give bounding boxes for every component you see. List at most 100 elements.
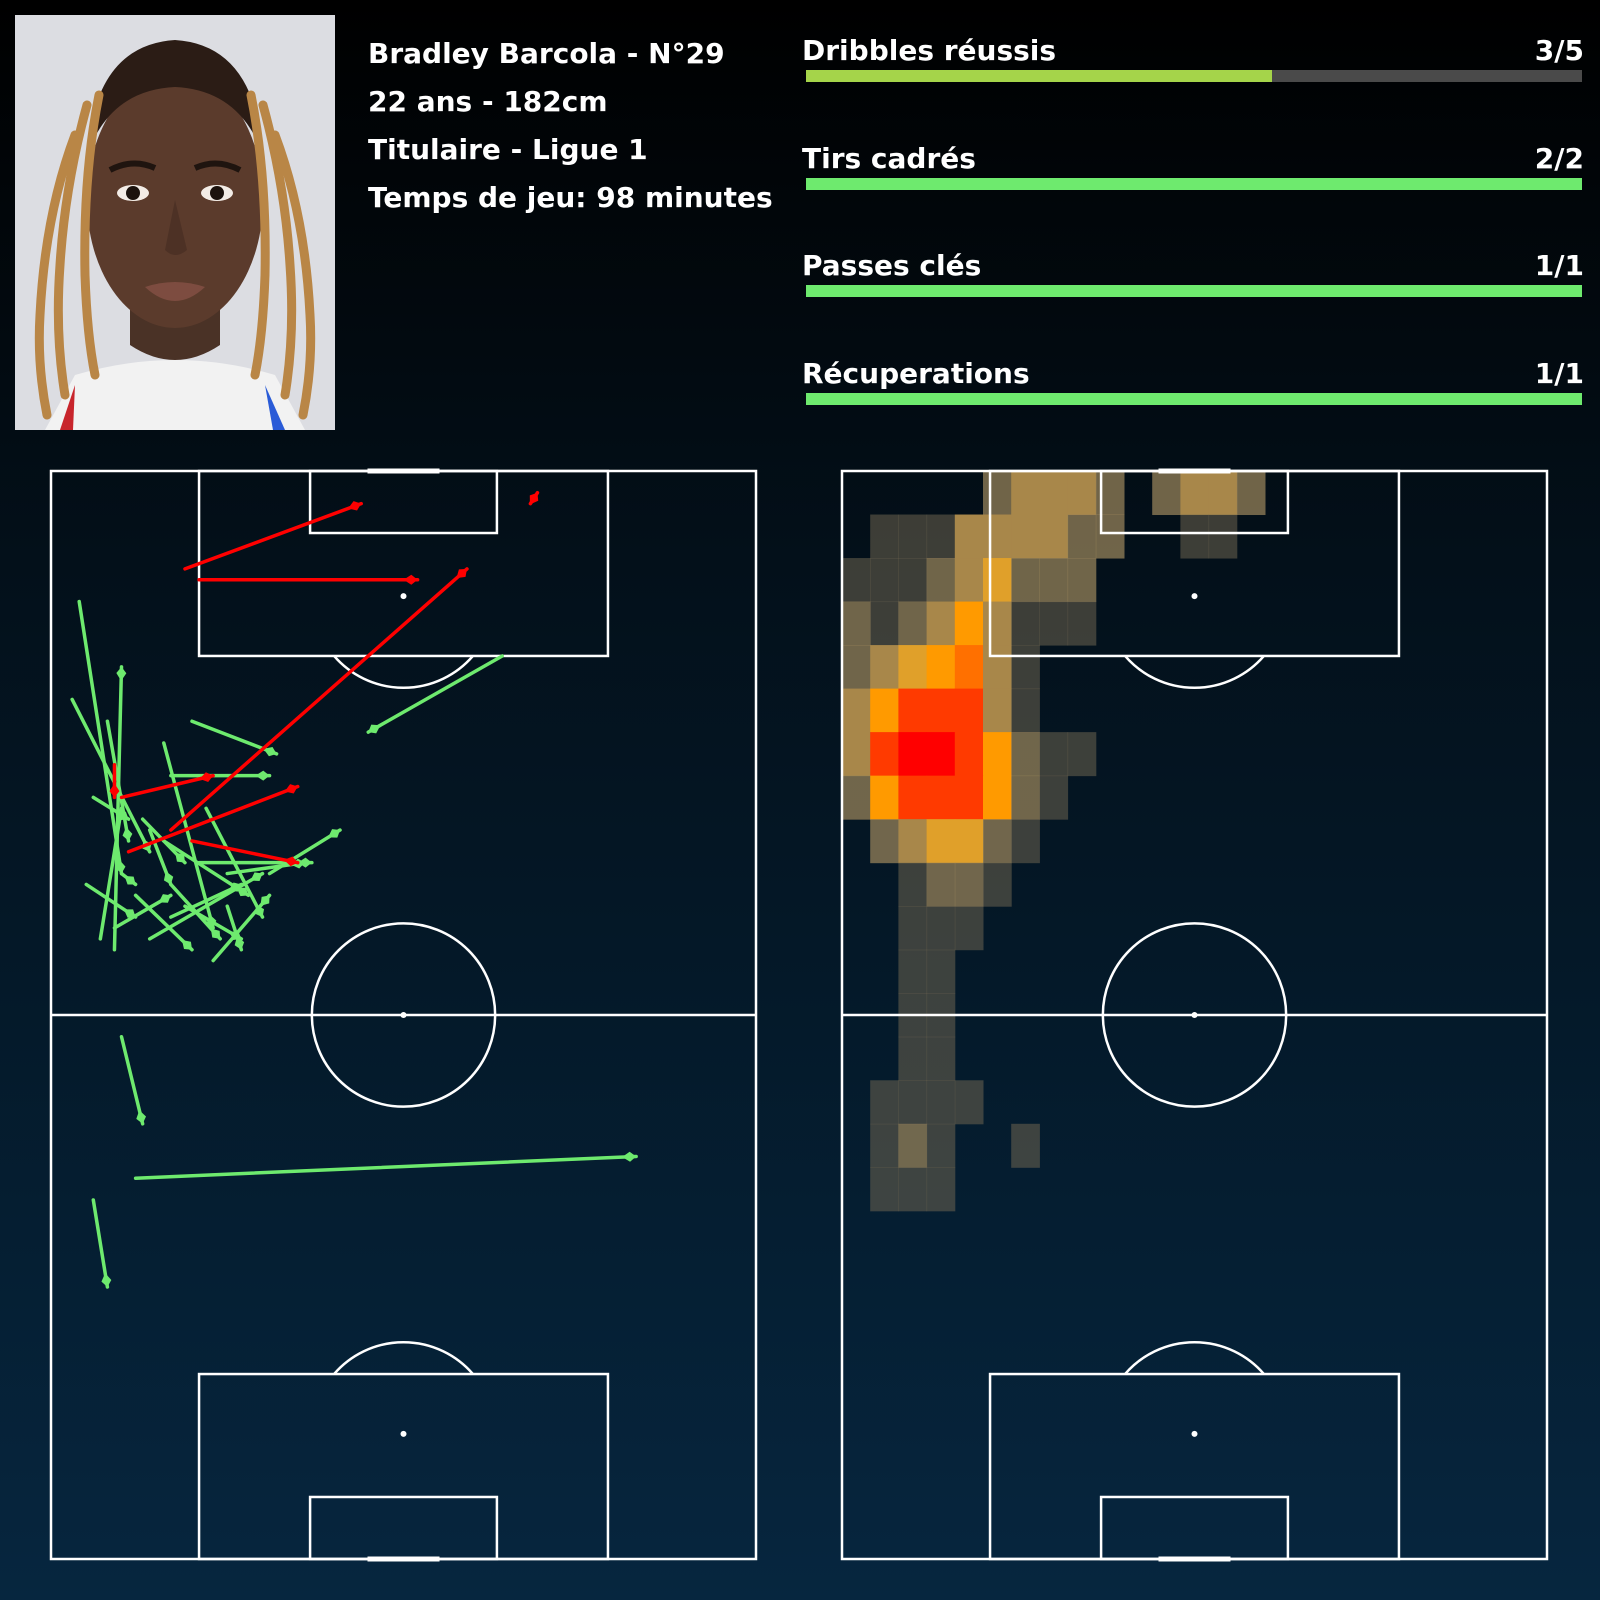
pass-arrowhead	[250, 872, 263, 882]
heatmap-cell	[870, 688, 899, 733]
position-heatmap-chart	[840, 468, 1549, 1562]
heatmap-cell	[1208, 514, 1238, 559]
heatmap-cell	[898, 775, 928, 820]
pass-line	[119, 1035, 145, 1126]
pass-success	[133, 893, 194, 952]
stat-fill	[806, 285, 1582, 297]
heatmap-cell	[1067, 514, 1097, 559]
heatmap-cell	[870, 1167, 899, 1212]
stat-label: Dribbles réussis	[802, 34, 1057, 67]
heatmap-cell	[1011, 732, 1040, 777]
six-yard-box-bottom	[308, 1495, 499, 1561]
player-portrait-icon	[15, 15, 335, 430]
pass-arrowhead	[284, 856, 298, 867]
heatmap-cell	[954, 645, 984, 690]
pass-line	[112, 665, 124, 952]
pass-line	[70, 697, 152, 854]
stat-fill	[806, 178, 1582, 190]
stat-label: Passes clés	[802, 249, 982, 282]
heatmap-cell	[983, 645, 1012, 690]
pass-line	[366, 654, 504, 734]
pass-arrowhead	[255, 770, 270, 781]
heatmap-cell	[898, 645, 928, 690]
heatmap-cell	[870, 819, 899, 864]
heatmap-cell	[954, 514, 984, 559]
heatmap-cell	[842, 775, 871, 820]
pass-arrowhead	[236, 887, 249, 897]
heatmap-cell	[926, 645, 956, 690]
heatmap-pitch	[840, 468, 1549, 1562]
pass-failed	[169, 567, 469, 832]
penalty-box-bottom	[197, 1372, 610, 1561]
pass-success	[169, 770, 272, 781]
penalty-spot-top	[400, 593, 407, 600]
heatmap-cell	[1011, 471, 1040, 516]
heatmap-cell	[1152, 471, 1181, 516]
heatmap-cell	[1011, 819, 1040, 864]
pass-arrowhead	[124, 875, 136, 885]
stat-track	[806, 70, 1582, 82]
player-age-height: 22 ans - 182cm	[368, 85, 608, 118]
heatmap-cell	[1011, 514, 1040, 559]
pass-success	[169, 882, 244, 919]
penalty-arc-top	[1124, 655, 1265, 690]
pass-arrowhead	[260, 895, 270, 906]
heatmap-cell	[870, 645, 899, 690]
center-circle	[1101, 922, 1288, 1108]
heatmap-cell	[926, 1123, 956, 1168]
heatmap-cell	[926, 601, 956, 646]
heatmap-cell	[983, 819, 1012, 864]
pass-line	[77, 599, 124, 876]
pass-arrowhead	[163, 871, 174, 885]
pass-line	[133, 1154, 638, 1180]
stat-fill	[806, 70, 1272, 82]
heatmap-cell	[898, 514, 928, 559]
pass-arrowhead	[529, 492, 539, 505]
pass-success	[91, 1198, 112, 1289]
heatmap-cell	[1067, 558, 1097, 603]
pass-success	[112, 665, 127, 952]
stat-value: 2/2	[1534, 142, 1584, 175]
heatmap-cell	[1180, 514, 1210, 559]
pass-line	[91, 1198, 110, 1289]
heatmap-cell	[1011, 601, 1040, 646]
heatmap-cell	[1039, 601, 1069, 646]
heatmap-cell	[842, 688, 871, 733]
heatmap-cell	[983, 514, 1012, 559]
pass-line	[169, 567, 469, 832]
pass-success	[147, 871, 265, 941]
six-yard-box-top	[308, 469, 499, 535]
center-spot	[1191, 1012, 1198, 1018]
heatmap-cell	[926, 1080, 956, 1125]
pass-success	[119, 871, 138, 887]
pass-arrowhead	[109, 783, 120, 798]
stat-fill	[806, 393, 1582, 405]
heatmap-cell	[926, 906, 956, 951]
heatmap-cell	[954, 862, 984, 907]
heatmap-cell	[842, 732, 871, 777]
stat-label: Tirs cadrés	[802, 142, 976, 175]
heatmap-cell	[1011, 1123, 1040, 1168]
heatmap-cell	[1011, 688, 1040, 733]
stat-shots-on-target: Tirs cadrés 2/2	[802, 142, 1584, 202]
heatmap-cell	[954, 601, 984, 646]
pass-arrowhead	[116, 666, 127, 681]
heatmap-cell	[954, 819, 984, 864]
heatmap-cell	[898, 1036, 928, 1081]
heatmap-cell	[1180, 471, 1210, 516]
heatmap-cell	[898, 1080, 928, 1125]
pass-line	[119, 773, 215, 800]
heatmap-cell	[926, 558, 956, 603]
stat-recoveries: Récuperations 1/1	[802, 357, 1584, 417]
heatmap-cell	[1236, 471, 1266, 516]
heatmap-cell	[983, 601, 1012, 646]
heatmap-cell	[1067, 601, 1097, 646]
penalty-box-bottom	[988, 1372, 1401, 1561]
heatmap-cell	[1039, 732, 1069, 777]
penalty-spot-top	[1191, 593, 1198, 600]
pass-arrowhead	[210, 928, 221, 939]
pass-arrowhead	[263, 746, 277, 757]
pitch-lines	[49, 468, 758, 1562]
pass-map-pitch	[49, 468, 758, 1562]
pass-success	[169, 882, 222, 941]
